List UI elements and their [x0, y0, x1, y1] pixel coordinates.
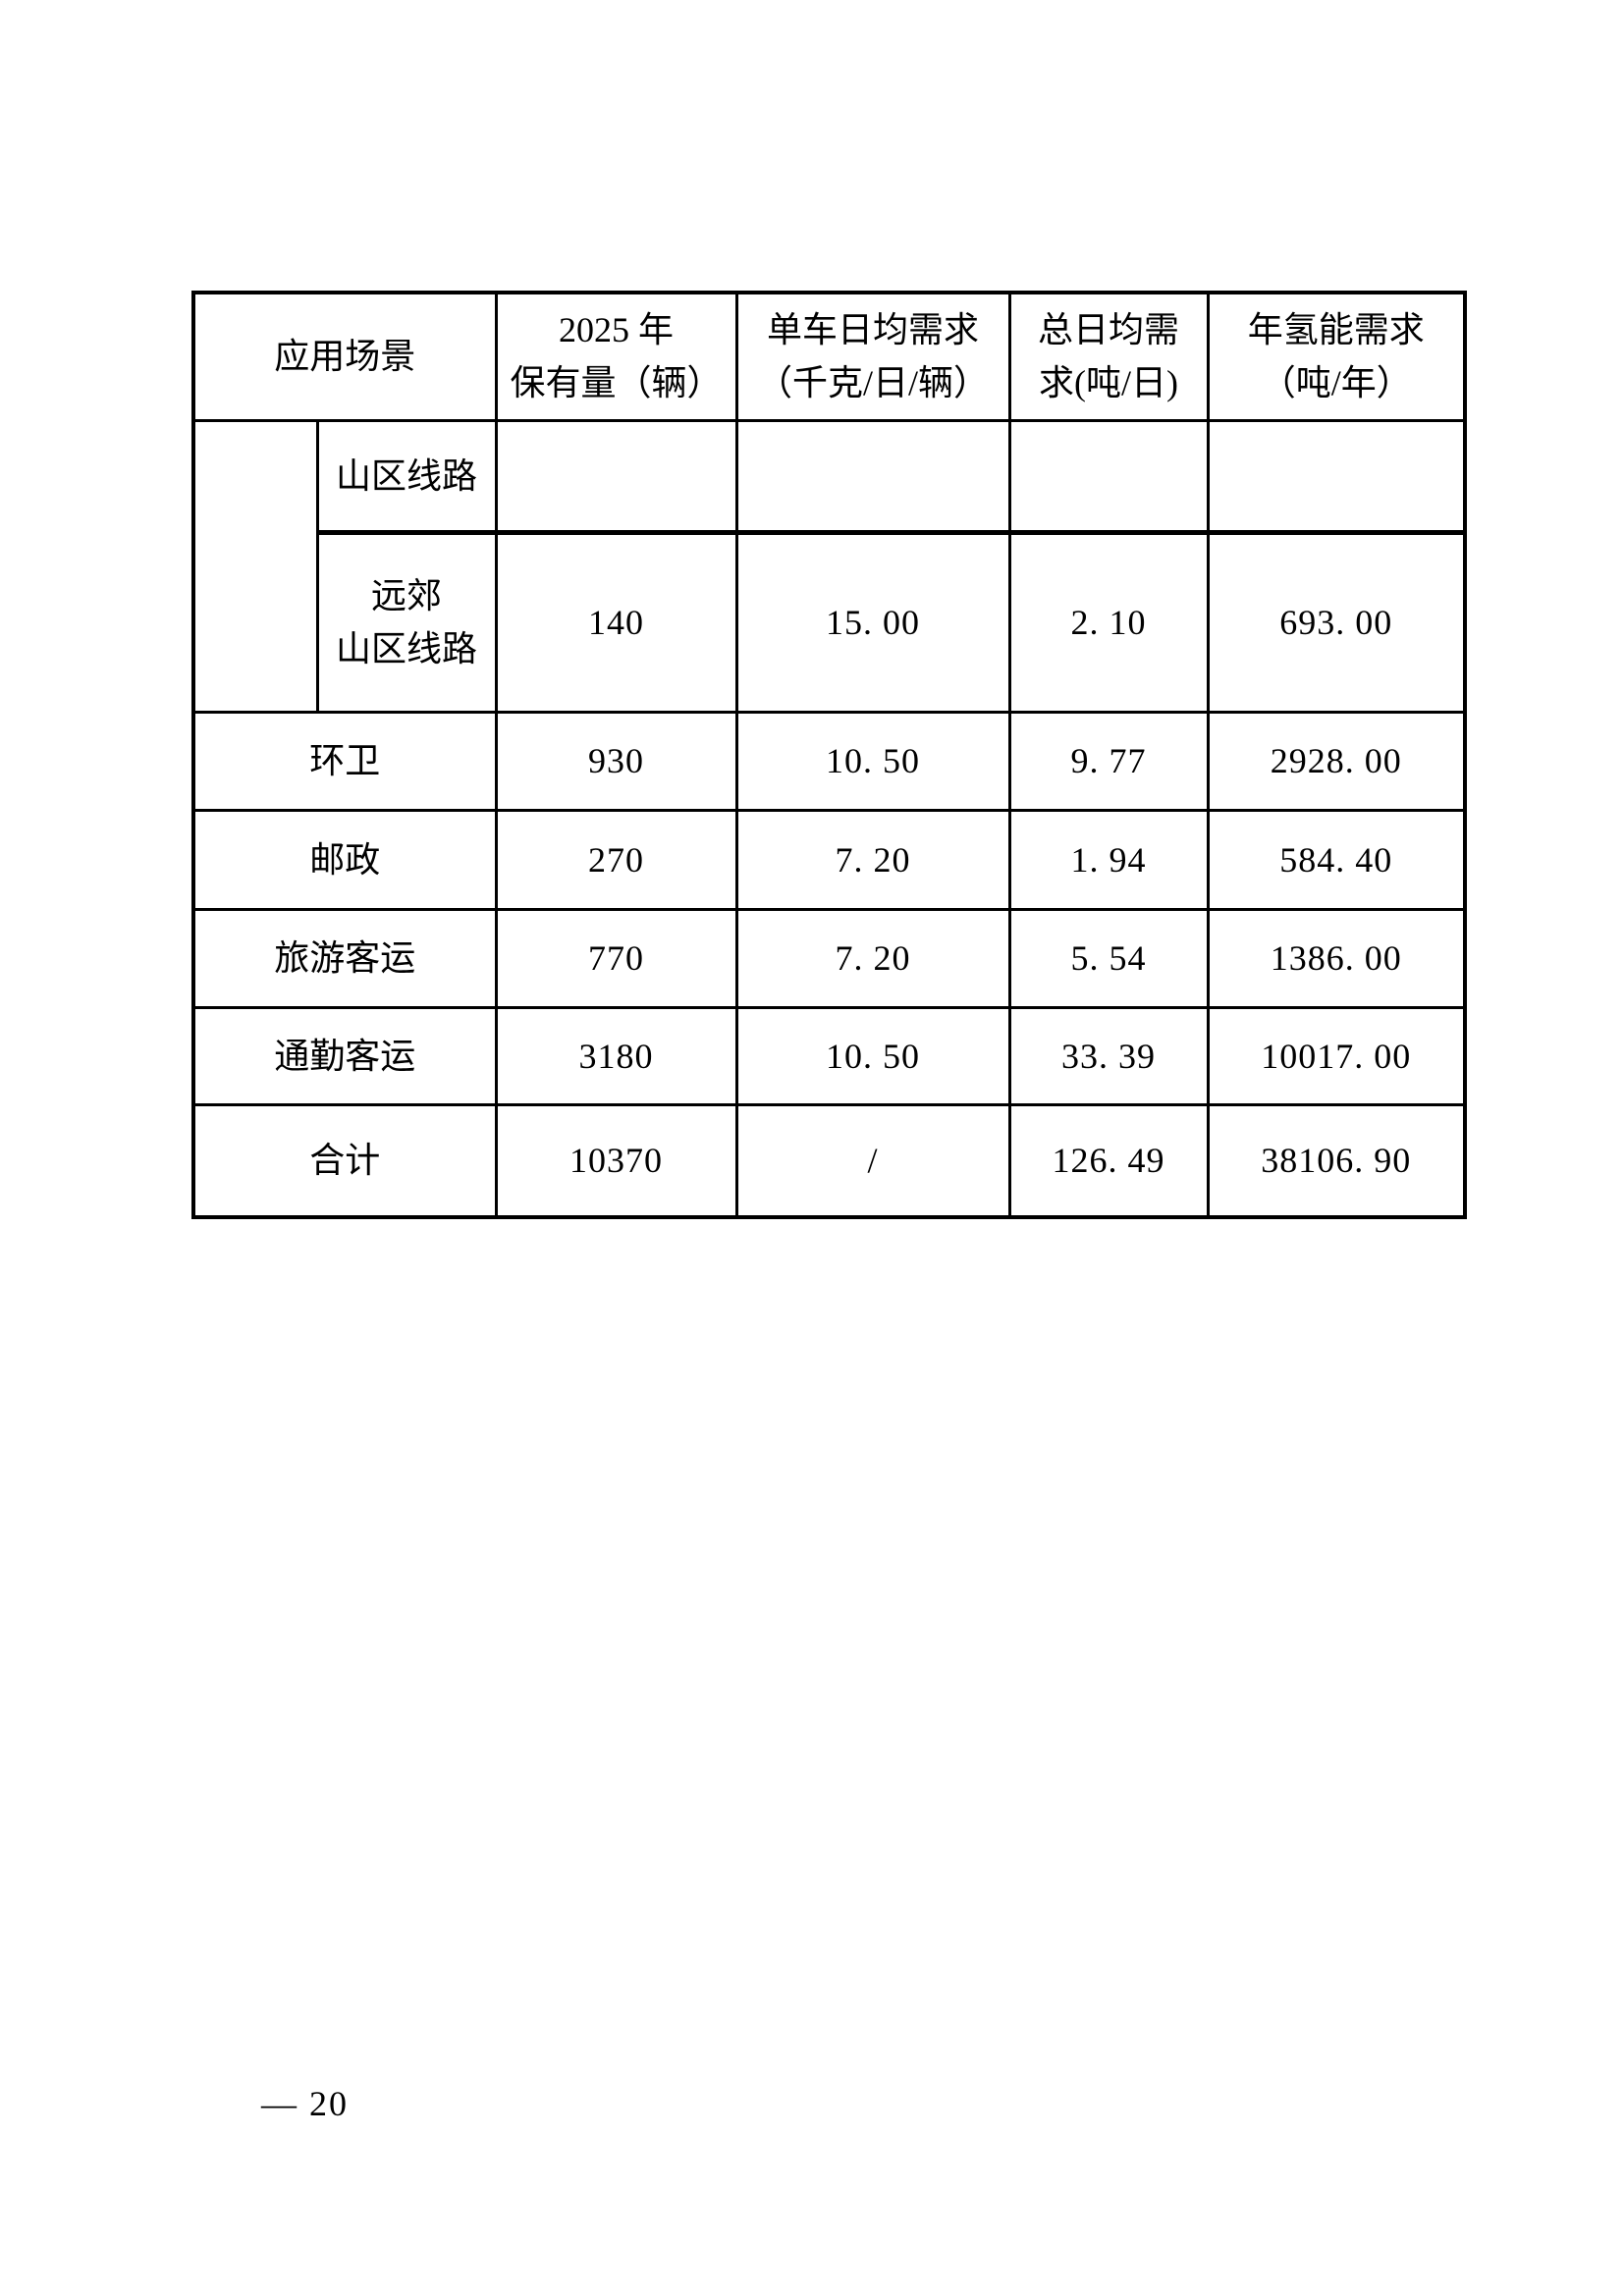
row-label-far-suburb-mountain-route: 远郊 山区线路: [315, 529, 498, 714]
row-label-total: 合计: [191, 1102, 498, 1219]
table-row: 邮政 270 7. 20 1. 94 584. 40: [191, 808, 1467, 911]
cell-sanitation-fleet: 930: [494, 710, 738, 812]
cell-total-daily-total: 126. 49: [1007, 1102, 1210, 1219]
cell-tourism-annual: 1386. 00: [1206, 907, 1467, 1009]
row-label-mountain-route: 山区线路: [315, 418, 498, 534]
row-label-commuter-transport: 通勤客运: [191, 1005, 498, 1106]
cell-postal-per-vehicle: 7. 20: [734, 808, 1011, 911]
cell-commuter-per-vehicle: 10. 50: [734, 1005, 1011, 1106]
cell-mountain-route-fleet: [494, 418, 738, 534]
cell-total-per-vehicle: /: [734, 1102, 1011, 1219]
cell-total-fleet: 10370: [494, 1102, 738, 1219]
cell-mountain-route-per-vehicle: [734, 418, 1011, 534]
cell-postal-annual: 584. 40: [1206, 808, 1467, 911]
cell-tourism-per-vehicle: 7. 20: [734, 907, 1011, 1009]
cell-far-suburb-per-vehicle: 15. 00: [734, 529, 1011, 714]
header-scenario: 应用场景: [191, 291, 498, 422]
cell-sanitation-daily-total: 9. 77: [1007, 710, 1210, 812]
cell-far-suburb-fleet: 140: [494, 529, 738, 714]
table-row: 通勤客运 3180 10. 50 33. 39 10017. 00: [191, 1005, 1467, 1106]
cell-far-suburb-daily-total: 2. 10: [1007, 529, 1210, 714]
cell-tourism-fleet: 770: [494, 907, 738, 1009]
cell-postal-fleet: 270: [494, 808, 738, 911]
table-header-row: 应用场景 2025 年 保有量（辆） 单车日均需求 （千克/日/辆） 总日均需 …: [191, 291, 1467, 422]
cell-postal-daily-total: 1. 94: [1007, 808, 1210, 911]
table-row: 山区线路: [191, 418, 1467, 714]
cell-commuter-annual: 10017. 00: [1206, 1005, 1467, 1106]
scenario-group-cell: [191, 418, 319, 714]
cell-commuter-daily-total: 33. 39: [1007, 1005, 1210, 1106]
header-fleet-2025: 2025 年 保有量（辆）: [494, 291, 738, 422]
row-label-tourism-transport: 旅游客运: [191, 907, 498, 1009]
hydrogen-demand-table: 应用场景 2025 年 保有量（辆） 单车日均需求 （千克/日/辆） 总日均需 …: [191, 291, 1468, 1219]
header-total-daily-demand: 总日均需 求(吨/日): [1007, 291, 1210, 422]
cell-total-annual: 38106. 90: [1206, 1102, 1467, 1219]
header-annual-hydrogen-demand: 年氢能需求 （吨/年）: [1206, 291, 1467, 422]
cell-commuter-fleet: 3180: [494, 1005, 738, 1106]
header-per-vehicle-demand: 单车日均需求 （千克/日/辆）: [734, 291, 1011, 422]
table-row: 远郊 山区线路 140 15. 00 2. 10 693. 00: [193, 529, 1467, 714]
cell-mountain-route-daily-total: [1007, 418, 1210, 534]
cell-sanitation-per-vehicle: 10. 50: [734, 710, 1011, 812]
table-row: 环卫 930 10. 50 9. 77 2928. 00: [191, 710, 1467, 812]
row-label-sanitation: 环卫: [191, 710, 498, 812]
cell-sanitation-annual: 2928. 00: [1206, 710, 1467, 812]
table-row-total: 合计 10370 / 126. 49 38106. 90: [191, 1102, 1467, 1219]
cell-tourism-daily-total: 5. 54: [1007, 907, 1210, 1009]
row-label-postal: 邮政: [191, 808, 498, 911]
cell-mountain-route-annual: [1206, 418, 1467, 534]
cell-far-suburb-annual: 693. 00: [1206, 529, 1467, 714]
table-row: 旅游客运 770 7. 20 5. 54 1386. 00: [191, 907, 1467, 1009]
page-number: — 20: [261, 2084, 349, 2123]
